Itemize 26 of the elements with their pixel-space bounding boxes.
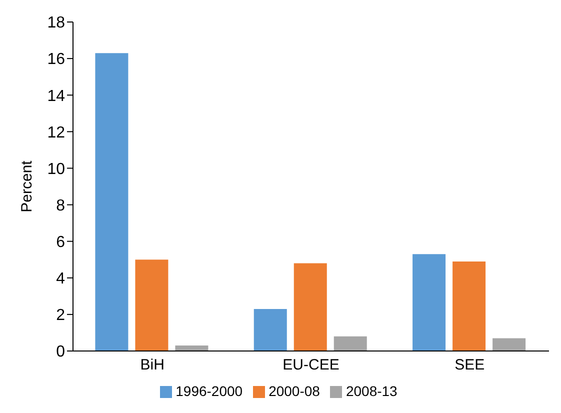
bar (412, 254, 446, 351)
bar (492, 338, 526, 351)
bar (135, 260, 168, 351)
y-tick-label: 18 (47, 14, 66, 32)
bar (334, 336, 367, 351)
bar (175, 346, 208, 351)
legend-label: 2000-08 (268, 383, 320, 399)
legend-label: 2008-13 (346, 383, 398, 399)
x-tick-label: SEE (454, 356, 485, 374)
y-tick-label: 12 (47, 124, 66, 142)
y-tick-label: 6 (56, 234, 66, 252)
y-tick-label: 14 (47, 88, 66, 105)
y-tick-label: 8 (56, 197, 66, 214)
y-tick-label: 4 (56, 270, 66, 288)
y-tick-label: 2 (56, 307, 66, 324)
y-tick-label: 16 (47, 51, 66, 68)
y-tick-label: 10 (47, 160, 66, 178)
y-axis-title: Percent (18, 160, 36, 212)
bar (294, 263, 327, 351)
legend-label: 1996-2000 (176, 383, 243, 399)
bar (95, 53, 128, 351)
bar (254, 308, 287, 351)
y-tick-label: 0 (56, 344, 66, 361)
x-tick-label: EU-CEE (282, 356, 340, 374)
bar (452, 261, 486, 351)
x-tick-label: BiH (140, 356, 164, 374)
